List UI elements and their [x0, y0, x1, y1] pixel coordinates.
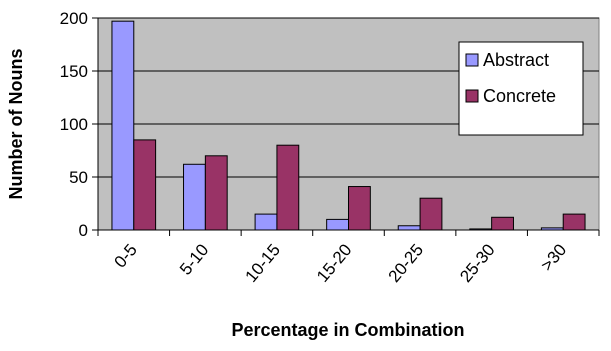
x-tick-label: 10-15 — [241, 240, 284, 286]
legend: Abstract Concrete — [458, 41, 584, 136]
bar-concrete-0 — [133, 139, 157, 231]
x-tick-label: 15-20 — [313, 240, 356, 286]
y-tick-labels: 0 50 100 150 200 — [60, 9, 88, 240]
x-tick-label: 5-10 — [176, 240, 212, 278]
x-axis-title: Percentage in Combination — [231, 320, 464, 340]
bar-concrete-4 — [419, 197, 443, 231]
bar-abstract-2 — [254, 213, 278, 231]
x-tick-label: >30 — [537, 240, 570, 274]
bar-abstract-1 — [183, 163, 206, 231]
bar-concrete-6 — [562, 213, 586, 231]
bar-abstract-0 — [111, 20, 135, 231]
x-tick-label: 0-5 — [110, 240, 140, 271]
bar-concrete-1 — [204, 155, 228, 231]
y-tick-label: 200 — [60, 9, 88, 28]
bar-concrete-3 — [348, 186, 371, 231]
axes — [92, 17, 600, 236]
y-tick-label: 100 — [60, 115, 88, 134]
y-tick-label: 150 — [60, 62, 88, 81]
legend-box — [458, 41, 584, 136]
y-tick-label: 50 — [69, 168, 88, 187]
x-tick-label: 25-30 — [456, 240, 499, 286]
x-tick-labels: 0-5 5-10 10-15 15-20 20-25 25-30 >30 — [110, 240, 570, 286]
legend-swatch-abstract — [465, 53, 479, 67]
legend-label-abstract: Abstract — [483, 50, 549, 70]
bar-abstract-3 — [326, 218, 350, 231]
bar-concrete-5 — [491, 216, 514, 231]
bar-abstract-4 — [397, 225, 421, 231]
bar-concrete-2 — [276, 144, 300, 231]
y-tick-label: 0 — [79, 221, 88, 240]
y-axis-title: Number of Nouns — [6, 49, 26, 200]
legend-swatch-concrete — [465, 89, 479, 103]
x-tick-label: 20-25 — [385, 240, 428, 286]
legend-label-concrete: Concrete — [483, 86, 556, 106]
